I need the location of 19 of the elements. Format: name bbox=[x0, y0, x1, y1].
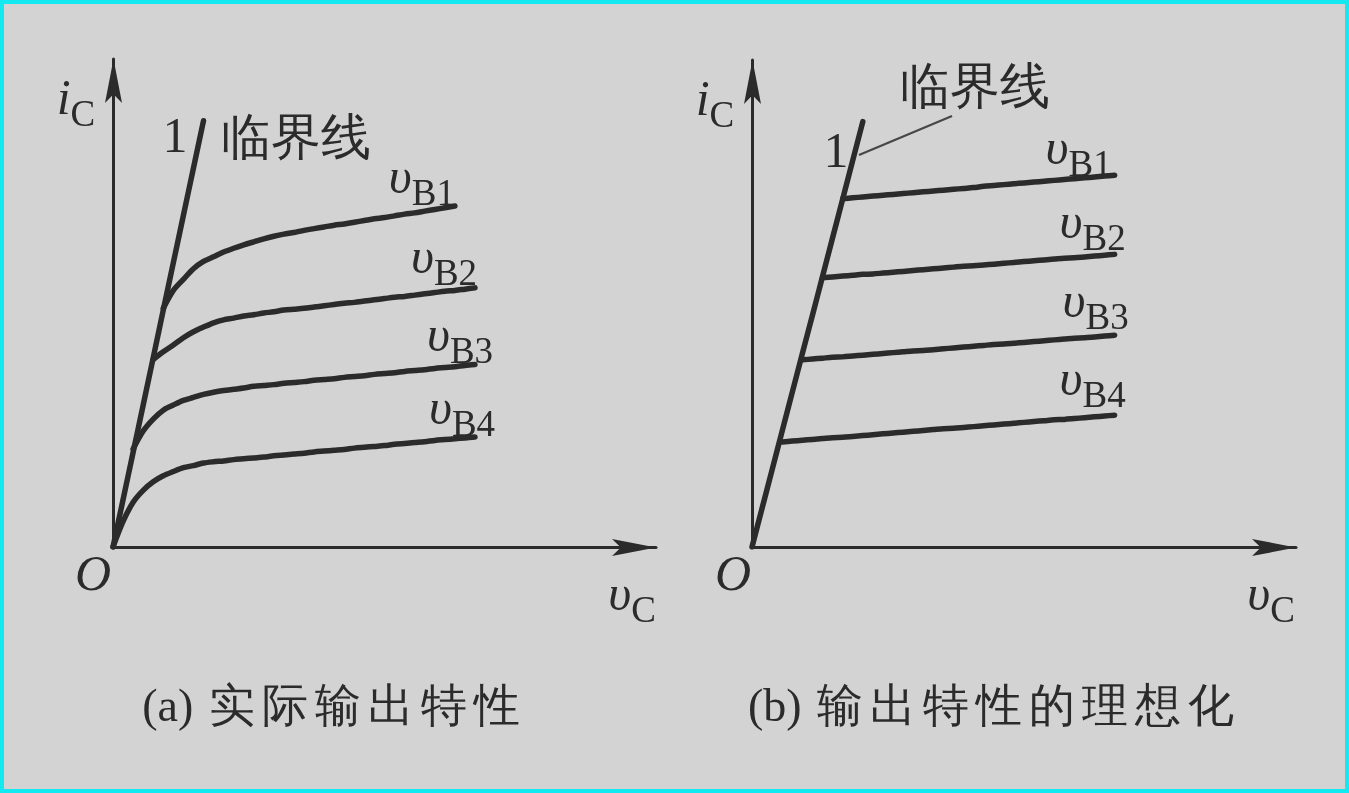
annotation: 1 bbox=[823, 122, 849, 178]
text: O bbox=[74, 545, 112, 601]
annotation: 1 bbox=[162, 107, 188, 163]
text: O bbox=[714, 545, 752, 601]
series-label: υ$_{B1}$ bbox=[388, 148, 455, 213]
x-axis-title: υ$_{C}$ bbox=[1247, 565, 1295, 630]
series-label: υ$_{B4}$ bbox=[1059, 350, 1126, 415]
series-label: 临界线 bbox=[899, 57, 1050, 114]
series-label: υ$_{B2}$ bbox=[1059, 193, 1126, 259]
series-label: υ$_{B3}$ bbox=[1062, 272, 1129, 337]
series-label: υ$_{B4}$ bbox=[428, 379, 496, 444]
series-label: υ$_{B2}$ bbox=[410, 227, 478, 293]
text: (b) 输出特性的理想化 bbox=[747, 680, 1242, 731]
text: (a) 实际输出特性 bbox=[142, 680, 527, 731]
x-axis-title: υ$_{C}$ bbox=[608, 565, 656, 630]
series-label: υ$_{B3}$ bbox=[426, 305, 494, 371]
y-axis-title: i$_{C}$ bbox=[695, 70, 735, 135]
series-label: 临界线 bbox=[220, 108, 371, 165]
y-axis-title: i$_{C}$ bbox=[56, 69, 96, 134]
